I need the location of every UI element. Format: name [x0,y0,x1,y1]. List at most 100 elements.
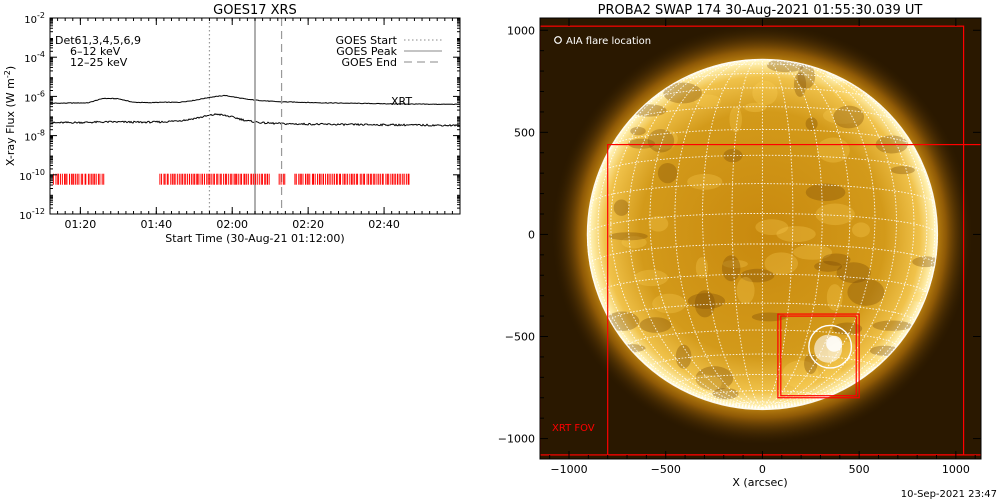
legend-band-low: 6–12 keV [70,45,121,58]
footer-timestamp: 10-Sep-2021 23:47 [901,489,997,500]
disk-feature [721,255,741,282]
disk-feature [744,102,767,113]
disk-feature [694,290,716,318]
disk-feature [675,344,692,369]
left-chart-title: GOES17 XRS [213,3,297,18]
legend-goes-start-label: GOES Start [336,34,398,47]
disk-feature [630,126,646,136]
disk-feature [822,107,863,124]
latitude-line [610,302,915,322]
y-tick-label: 10-2 [24,11,45,26]
latitude-line [586,213,938,235]
longitude-line [674,59,763,409]
latitude-line [731,401,794,407]
y-tick-label: 10-4 [24,50,45,65]
image-x-tick-label: 1000 [942,463,970,476]
disk-feature [652,293,686,314]
y-tick-label-base: 10 [19,172,32,183]
y-tick-label-exp: -4 [37,50,45,59]
disk-feature [816,137,850,163]
disk-feature [849,354,887,364]
legend-detectors: Det61,3,4,5,6,9 [55,34,141,47]
disk-feature [836,262,871,284]
disk-feature [755,219,789,235]
y-tick-label: 10-8 [24,129,45,144]
flare-core [826,335,843,352]
disk-feature [648,215,669,232]
x-tick-label: 01:40 [140,218,172,231]
right-image-title: PROBA2 SWAP 174 30-Aug-2021 01:55:30.039… [598,3,923,18]
latitude-line [597,273,928,295]
legend-band-high: 12–25 keV [70,56,128,69]
longitude-line [762,61,897,409]
latitude-line [629,106,896,122]
disk-feature [805,183,846,202]
x-tick-label: 01:20 [65,218,97,231]
x-tick-label: 02:20 [292,218,324,231]
aia-flare-legend-circle [554,36,562,44]
lightcurve-data-layer [50,18,460,214]
y-tick-label-exp: -6 [37,89,45,98]
flare-region-box [780,315,857,397]
aia-flare-legend-label: AIA flare location [566,36,651,47]
longitude-line [762,69,928,409]
left-y-axis-label: X-ray Flux (W m-2) [3,66,17,166]
longitude-line [762,91,936,409]
xrt-fov-label: XRT FOV [552,423,595,434]
y-tick-label: 10-12 [19,207,45,222]
y-tick-label-exp: -12 [32,207,45,216]
disk-feature [847,278,885,306]
latitude-line [590,183,936,204]
legend-goes-end-label: GOES End [341,56,397,69]
disk-feature [833,105,865,129]
image-x-tick-label: −1000 [550,463,587,476]
y-tick-label-exp: -2 [37,11,45,20]
limb-outline [586,58,939,411]
disk-feature [814,261,843,272]
y-tick-label: 10-6 [24,89,45,104]
longitude-line [762,59,876,409]
image-x-tick-label: 0 [759,463,766,476]
disk-feature [613,199,630,216]
latitude-line [597,154,927,174]
disk-feature [782,360,819,389]
flare-region-box [777,313,860,399]
disk-feature [608,232,648,241]
disk-feature [815,203,855,226]
x-tick-label: 02:40 [368,218,400,231]
image-x-tick-label: 500 [849,463,870,476]
disk-feature [823,360,842,383]
disk-feature [792,244,833,260]
latitude-line [702,390,823,399]
y-tick-label-exp: -8 [37,129,45,138]
image-y-tick-label: −500 [505,331,535,344]
image-y-tick-label: 1000 [507,24,535,37]
disk-feature [729,106,742,133]
disk-feature [687,173,723,190]
disk-feature [736,276,755,304]
disk-feature [797,64,816,89]
swap-image [540,18,981,459]
image-y-tick-label: 500 [514,126,535,139]
longitude-line [702,59,763,409]
disk-feature [687,293,726,309]
disk-feature [890,166,915,175]
xrt-coverage-range [52,173,105,185]
disk-feature [657,162,678,184]
disk-feature [832,322,863,335]
image-y-tick-label: 0 [528,228,535,241]
y-tick-label-base: 10 [24,15,37,26]
longitude-line [762,59,794,409]
y-tick-label-base: 10 [24,54,37,65]
fov-boxes [540,25,981,456]
disk-feature [647,128,675,153]
disk-feature [633,269,669,287]
image-axes: −1000 −500 0 500 1000 −1000 −500 0 500 1000 [498,18,981,476]
latitude-line [674,373,851,386]
longitude-line [627,61,763,409]
disk-feature [723,148,743,163]
disk-feature [752,80,778,106]
xrt-coverage-range [278,173,286,185]
